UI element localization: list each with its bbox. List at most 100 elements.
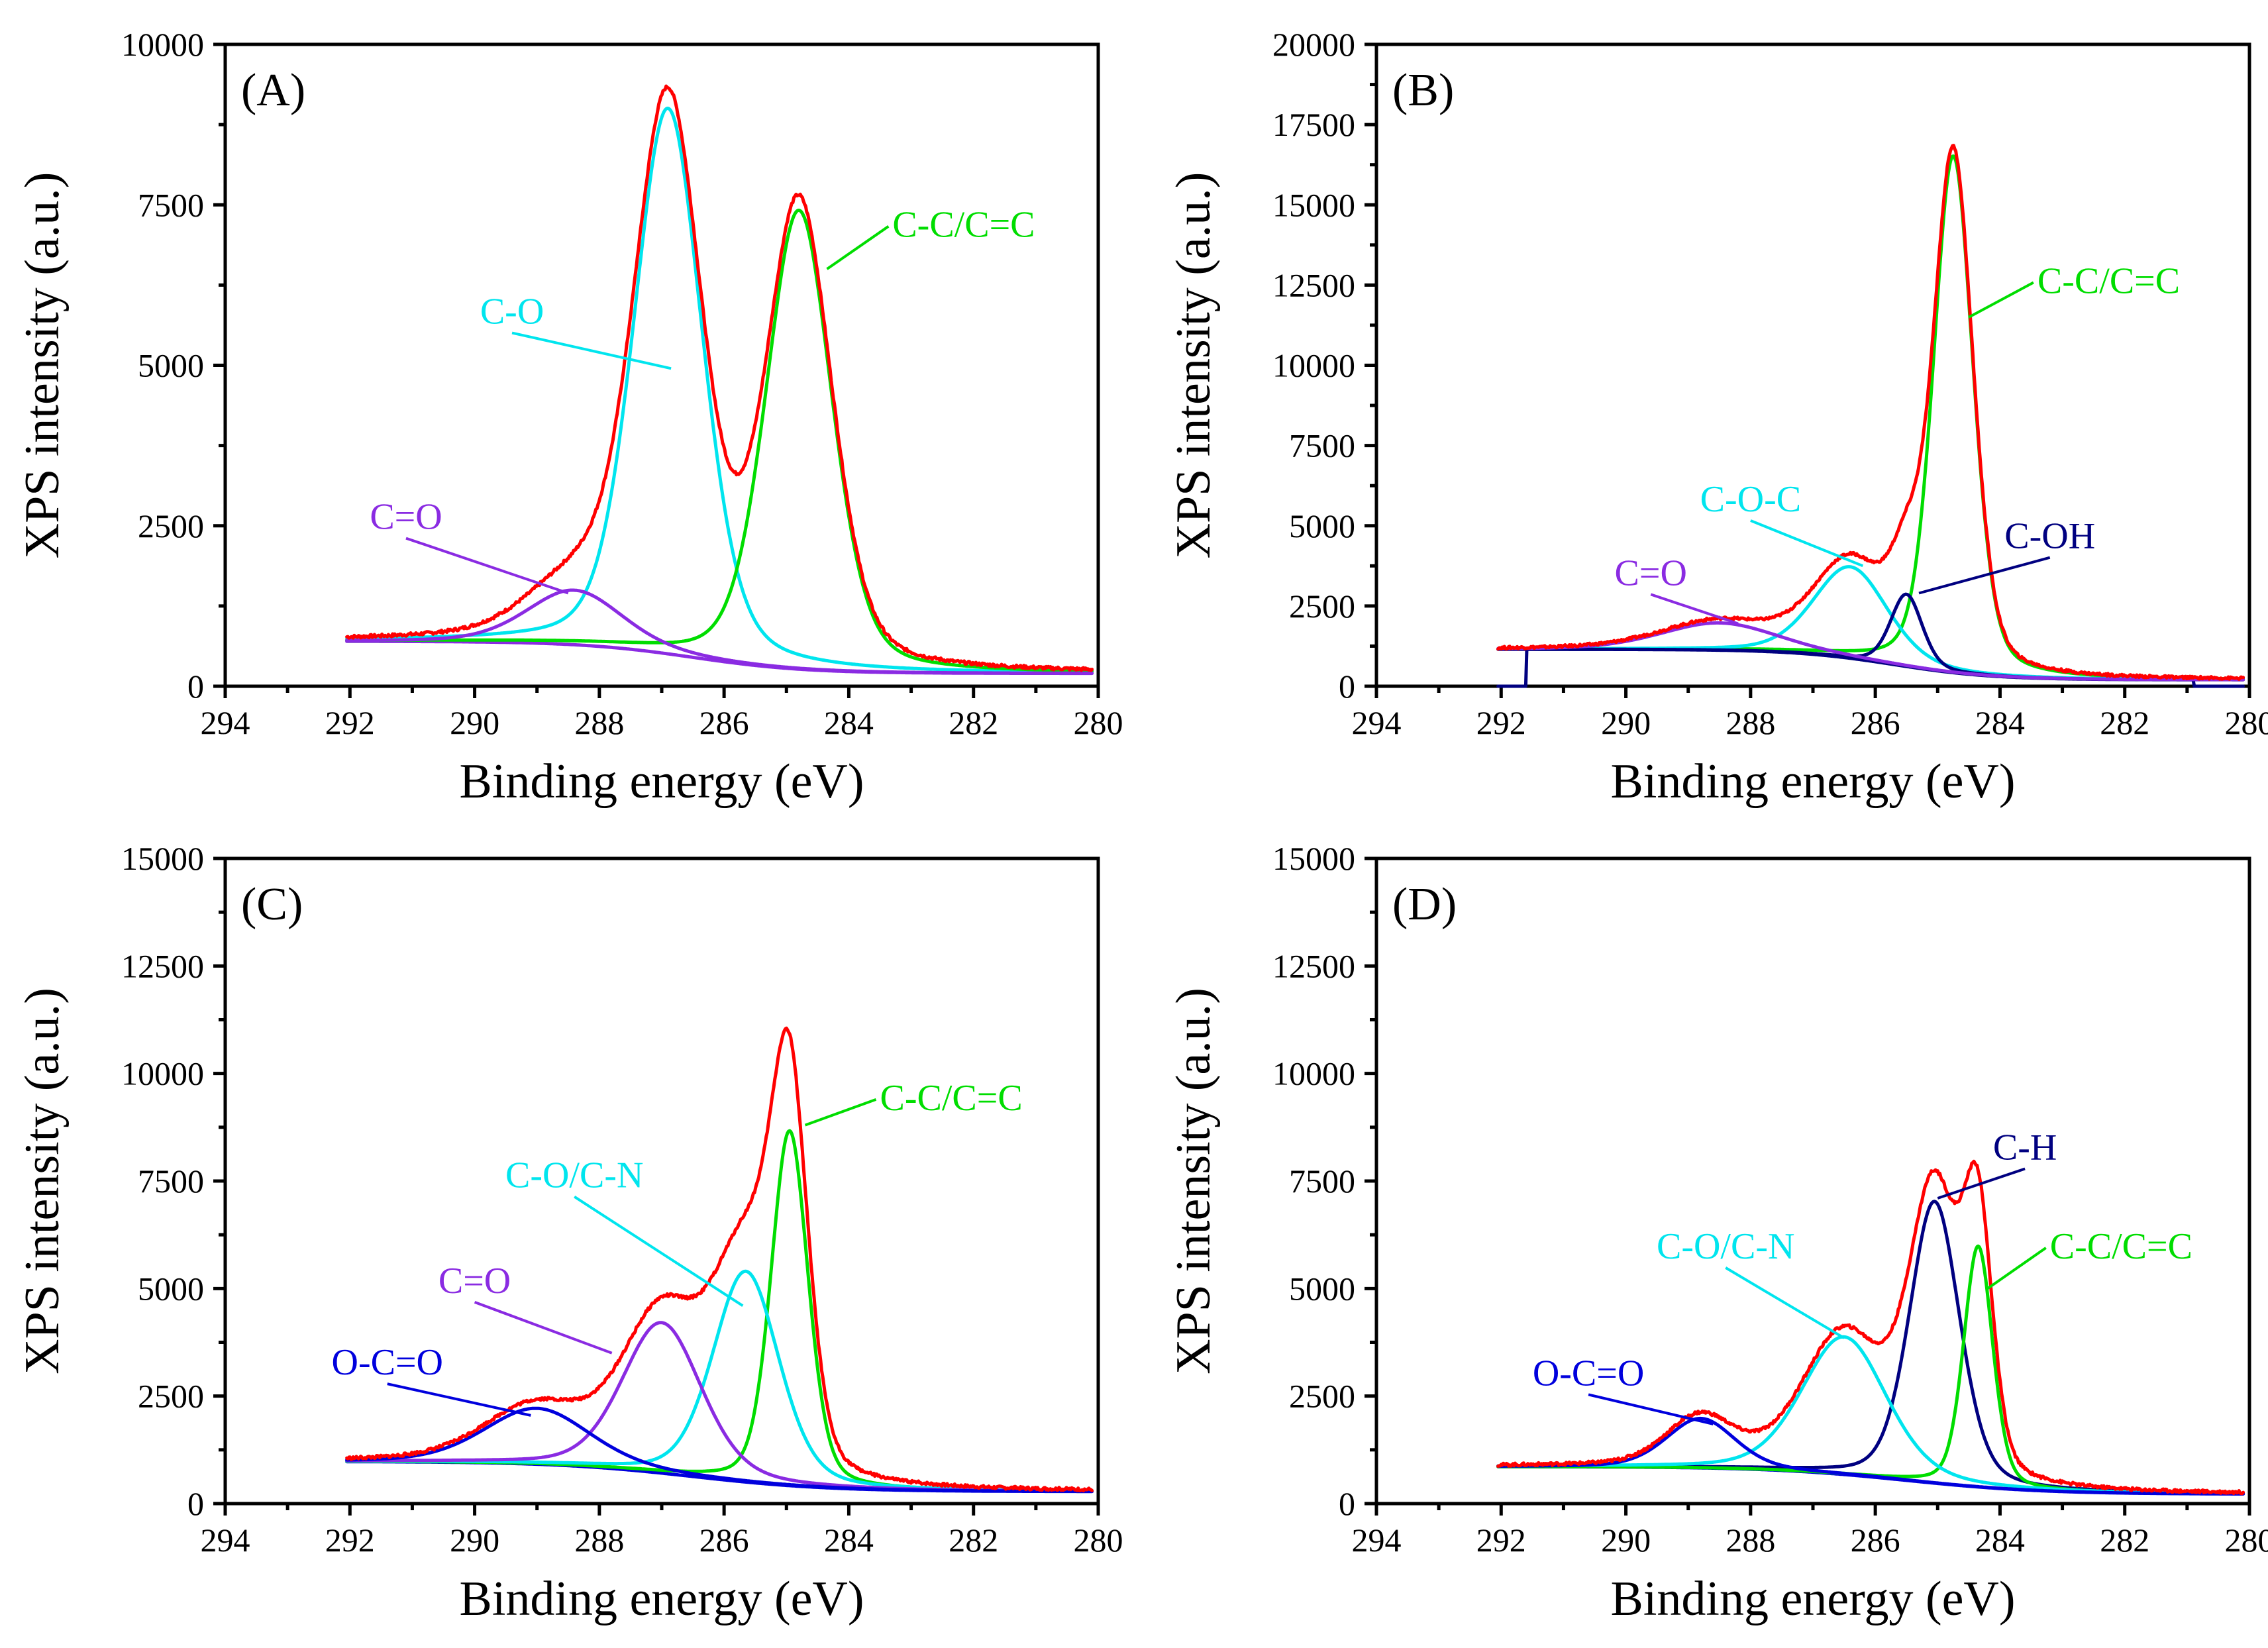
annotation-c-c-c-c: C-C/C=C [2050,1226,2192,1267]
annotation-c-c-c-c: C-C/C=C [2037,260,2180,301]
panel-d: 294 292 290 288 286 284 282 280 0 2500 5000 7500 100… [1166,840,2268,1626]
y-tick-label: 12500 [1272,266,1355,303]
annotation-c-o: C=O [1615,552,1687,593]
y-tick-label: 15000 [1272,186,1355,223]
panel-a: 294 292 290 288 286 284 282 280 0 2500 5000 7500 100… [15,26,1123,809]
y-tick-label: 0 [187,668,204,705]
y-tick-label: 12500 [121,947,204,984]
y-axis-title: XPS intensity (a.u.) [15,172,70,559]
component-curve-c-c-c-c [345,209,1094,673]
annotation-c-c-c-c: C-C/C=C [892,205,1035,246]
y-axis-title: XPS intensity (a.u.) [15,988,70,1374]
y-tick-label: 10000 [1272,347,1355,384]
annotation-c-o-c-n: C-O/C-N [1657,1226,1794,1267]
annotation-leader-c-o [405,537,569,595]
y-axis-title: XPS intensity (a.u.) [1166,172,1221,559]
x-tick-label: 288 [1726,1521,1775,1559]
component-curve-c-c-c-c [1496,154,2245,681]
annotation-c-o: C=O [438,1261,511,1302]
annotation-leader-c-c-c-c [804,1098,877,1127]
x-tick-label: 280 [1074,704,1123,741]
annotation-leader-c-o [511,331,672,370]
x-tick-label: 286 [1851,704,1900,741]
x-tick-label: 292 [1476,1521,1526,1559]
annotation-leader-c-c-c-c [1986,1247,2047,1290]
component-curve-c-o [345,1321,1094,1493]
annotation-leader-c-o-c-n [1725,1266,1845,1339]
annotation-leader-c-o-c [1750,519,1864,568]
component-curve-c-oh [1496,592,2245,682]
y-tick-label: 12500 [1272,947,1355,984]
x-tick-label: 292 [325,704,375,741]
panel-c: 294 292 290 288 286 284 282 280 0 2500 5000 7500 100… [15,840,1123,1626]
x-tick-label: 294 [1352,704,1402,741]
annotation-leader-o-c-o [387,1382,531,1417]
annotation-c-o: C=O [370,497,442,538]
annotation-leader-c-o [1650,593,1739,625]
x-tick-label: 292 [325,1521,375,1559]
panel-b: 294 292 290 288 286 284 282 280 0 2500 5000 7500 100… [1166,26,2268,809]
plot-frame [1374,856,2251,1506]
annotation-c-c-c-c: C-C/C=C [880,1078,1023,1119]
y-tick-label: 2500 [1289,588,1355,625]
y-tick-label: 2500 [138,507,204,544]
x-tick-label: 286 [699,1521,749,1559]
x-tick-label: 282 [2100,704,2149,741]
y-tick-label: 20000 [1272,26,1355,63]
x-tick-label: 288 [1726,704,1775,741]
x-axis-title: Binding energy (eV) [1610,754,2015,809]
x-tick-label: 282 [2100,1521,2149,1559]
x-tick-label: 282 [949,1521,998,1559]
x-tick-label: 290 [1601,704,1651,741]
x-tick-label: 280 [1074,1521,1123,1559]
x-tick-label: 284 [824,704,874,741]
annotation-o-c-o: O-C=O [332,1342,443,1383]
annotation-leader-c-o-c-n [574,1196,744,1307]
panel-label: (A) [241,65,305,116]
panel-label: (C) [241,879,303,930]
y-tick-label: 7500 [138,186,204,223]
annotation-leader-c-h [1937,1167,2026,1200]
annotation-c-o-c-n: C-O/C-N [505,1155,643,1196]
panel-label: (D) [1392,879,1457,930]
x-tick-label: 284 [1975,1521,2025,1559]
y-tick-label: 5000 [138,1270,204,1307]
annotation-leader-c-o [474,1300,613,1355]
panel-label: (B) [1392,65,1454,116]
x-tick-label: 290 [1601,1521,1651,1559]
y-tick-label: 0 [1339,668,1355,705]
component-curve-c-o-c-n [345,1269,1094,1492]
x-tick-label: 290 [450,1521,499,1559]
y-tick-label: 5000 [138,347,204,384]
annotation-c-o-c: C-O-C [1700,479,1801,520]
x-axis-title: Binding energy (eV) [1610,1572,2015,1626]
x-axis-title: Binding energy (eV) [459,754,864,809]
x-tick-label: 294 [201,704,250,741]
annotation-leader-c-c-c-c [1968,281,2034,319]
component-curve-o-c-o [1496,1416,2245,1496]
annotation-c-oh: C-OH [2004,516,2095,557]
x-tick-label: 286 [1851,1521,1900,1559]
y-tick-label: 7500 [1289,1162,1355,1200]
y-tick-label: 7500 [138,1162,204,1200]
y-tick-label: 0 [1339,1485,1355,1522]
y-tick-label: 2500 [1289,1378,1355,1415]
x-tick-label: 286 [699,704,749,741]
y-tick-label: 5000 [1289,1270,1355,1307]
y-tick-label: 17500 [1272,106,1355,143]
x-tick-label: 294 [201,1521,250,1559]
annotation-leader-c-c-c-c [826,225,890,270]
x-tick-label: 284 [1975,704,2025,741]
y-tick-label: 15000 [1272,840,1355,877]
x-tick-label: 292 [1476,704,1526,741]
annotation-o-c-o: O-C=O [1533,1353,1644,1394]
envelope-curve [1496,1159,2245,1496]
x-tick-label: 288 [574,704,624,741]
y-tick-label: 5000 [1289,507,1355,544]
component-curve-o-c-o [345,1406,1094,1493]
y-tick-label: 15000 [121,840,204,877]
y-tick-label: 10000 [121,1055,204,1092]
annotation-leader-c-oh [1918,556,2051,595]
x-tick-label: 280 [2225,704,2268,741]
